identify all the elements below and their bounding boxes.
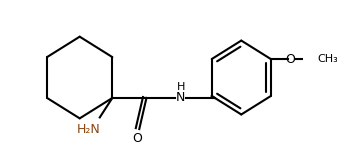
- Text: H: H: [176, 82, 185, 92]
- Text: CH₃: CH₃: [317, 54, 337, 64]
- Text: H₂N: H₂N: [77, 123, 101, 136]
- Text: N: N: [176, 91, 185, 105]
- Text: O: O: [132, 132, 143, 145]
- Text: O: O: [286, 52, 296, 66]
